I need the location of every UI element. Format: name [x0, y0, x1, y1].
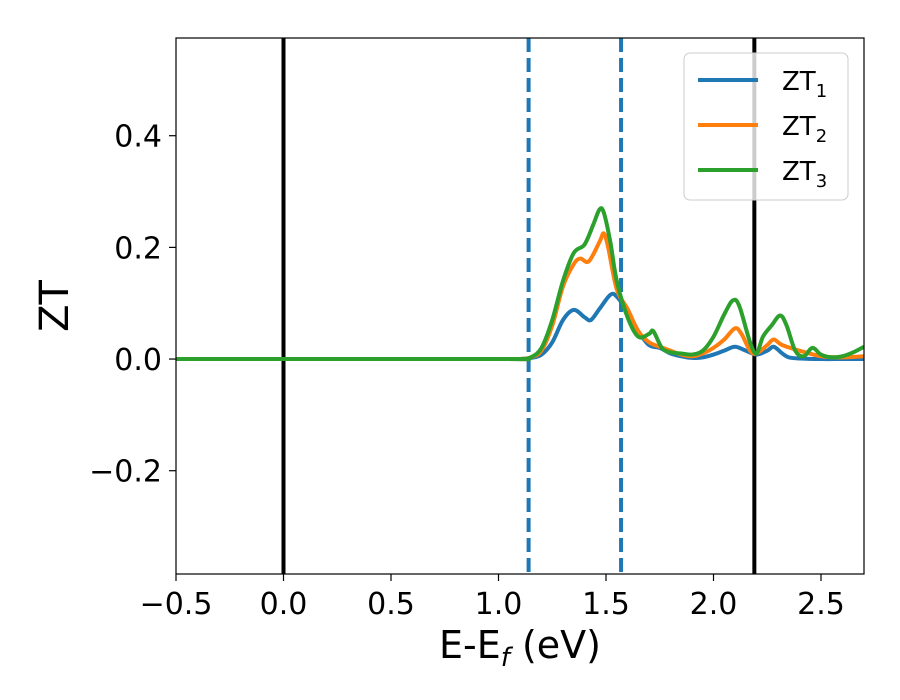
x-axis-ticks: −0.5 0.0 0.5 1.0 1.5 2.0 2.5: [140, 574, 845, 622]
y-axis-title: ZT: [32, 280, 78, 332]
legend-label-zt2: ZT2: [782, 112, 827, 147]
x-tick-label: 2.5: [797, 587, 845, 622]
x-tick-label: 1.5: [582, 587, 630, 622]
plot-frame: [175, 37, 865, 575]
y-tick-label: 0.2: [114, 231, 162, 266]
series-layer: [176, 206, 864, 362]
series-line-zt3: [176, 206, 864, 362]
legend-label-zt3: ZT3: [782, 157, 827, 192]
x-tick-label: 0.0: [260, 587, 308, 622]
x-tick-label: 2.0: [690, 587, 738, 622]
x-tick-label: 0.5: [367, 587, 415, 622]
x-tick-label: 1.0: [475, 587, 523, 622]
legend-label-zt1: ZT1: [782, 67, 827, 102]
legend: ZT1 ZT2 ZT3: [683, 52, 849, 201]
x-axis-title: E-Ef (eV): [439, 623, 601, 673]
y-axis-ticks: −0.2 0.0 0.2 0.4: [89, 120, 176, 490]
y-tick-label: 0.0: [114, 343, 162, 378]
y-tick-label: −0.2: [89, 455, 162, 490]
y-tick-label: 0.4: [114, 120, 162, 155]
x-tick-label: −0.5: [140, 587, 213, 622]
legend-box: [683, 52, 849, 201]
